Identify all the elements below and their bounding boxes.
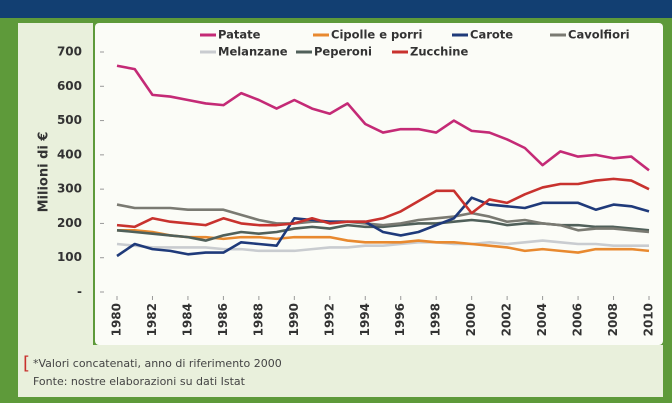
plot-panel — [95, 23, 663, 345]
x-tick-label: 1986 — [216, 303, 230, 336]
x-tick-label: 1994 — [358, 303, 372, 336]
legend-label: Patate — [218, 28, 261, 42]
series-line — [116, 64, 650, 172]
y-tick-label: 200 — [57, 216, 82, 230]
x-tick-label: 1984 — [180, 303, 194, 336]
series-line — [116, 177, 650, 229]
x-tick-label: 2002 — [500, 303, 514, 336]
y-tick-label: 400 — [57, 147, 82, 161]
legend-label: Carote — [470, 28, 513, 42]
y-tick-label: 700 — [57, 45, 82, 59]
y-tick-label: 100 — [57, 250, 82, 264]
bracket: [ — [23, 353, 30, 374]
legend-label: Zucchine — [410, 45, 468, 59]
y-tick-label: 600 — [57, 79, 82, 93]
axis-panel — [18, 23, 93, 345]
series-line — [116, 239, 649, 253]
y-tick-label: 500 — [57, 113, 82, 127]
x-tick-label: 1998 — [429, 303, 443, 336]
source: Fonte: nostre elaborazioni su dati Istat — [33, 375, 246, 388]
footnote: *Valori concatenati, anno di riferimento… — [33, 357, 282, 370]
series-line — [117, 228, 650, 254]
series-line — [116, 196, 650, 258]
x-tick-label: 2004 — [535, 303, 549, 336]
y-tick-label: - — [77, 285, 82, 299]
x-tick-label: 1990 — [287, 303, 301, 336]
legend-label: Cipolle e porri — [331, 28, 422, 42]
x-tick-label: 1980 — [110, 303, 124, 336]
x-tick-label: 2000 — [464, 303, 478, 336]
x-tick-label: 1988 — [251, 303, 265, 336]
x-tick-label: 2010 — [642, 303, 656, 336]
legend-label: Cavolfiori — [568, 28, 630, 42]
legend-label: Melanzane — [218, 45, 288, 59]
header-band — [0, 0, 672, 18]
y-tick-label: 300 — [57, 182, 82, 196]
x-tick-label: 2006 — [571, 303, 585, 336]
note-panel — [18, 345, 663, 397]
series-line — [116, 203, 650, 234]
x-tick-label: 1996 — [393, 303, 407, 336]
y-axis-label: Milioni di € — [37, 132, 52, 213]
legend-label: Peperoni — [314, 45, 372, 59]
x-tick-label: 1982 — [145, 303, 159, 336]
x-tick-label: 2008 — [606, 303, 620, 336]
x-tick-label: 1992 — [322, 303, 336, 336]
